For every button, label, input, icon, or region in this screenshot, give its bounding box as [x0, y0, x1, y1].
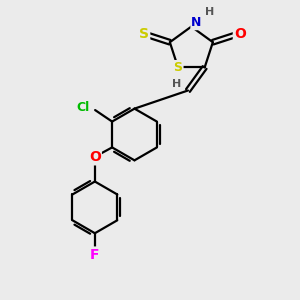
Text: S: S [139, 27, 149, 41]
Text: O: O [89, 150, 101, 164]
Text: F: F [90, 248, 100, 262]
Text: Cl: Cl [77, 101, 90, 114]
Text: N: N [191, 16, 202, 29]
Text: H: H [205, 8, 214, 17]
Text: O: O [234, 27, 246, 41]
Text: S: S [174, 61, 183, 74]
Text: H: H [172, 79, 181, 89]
